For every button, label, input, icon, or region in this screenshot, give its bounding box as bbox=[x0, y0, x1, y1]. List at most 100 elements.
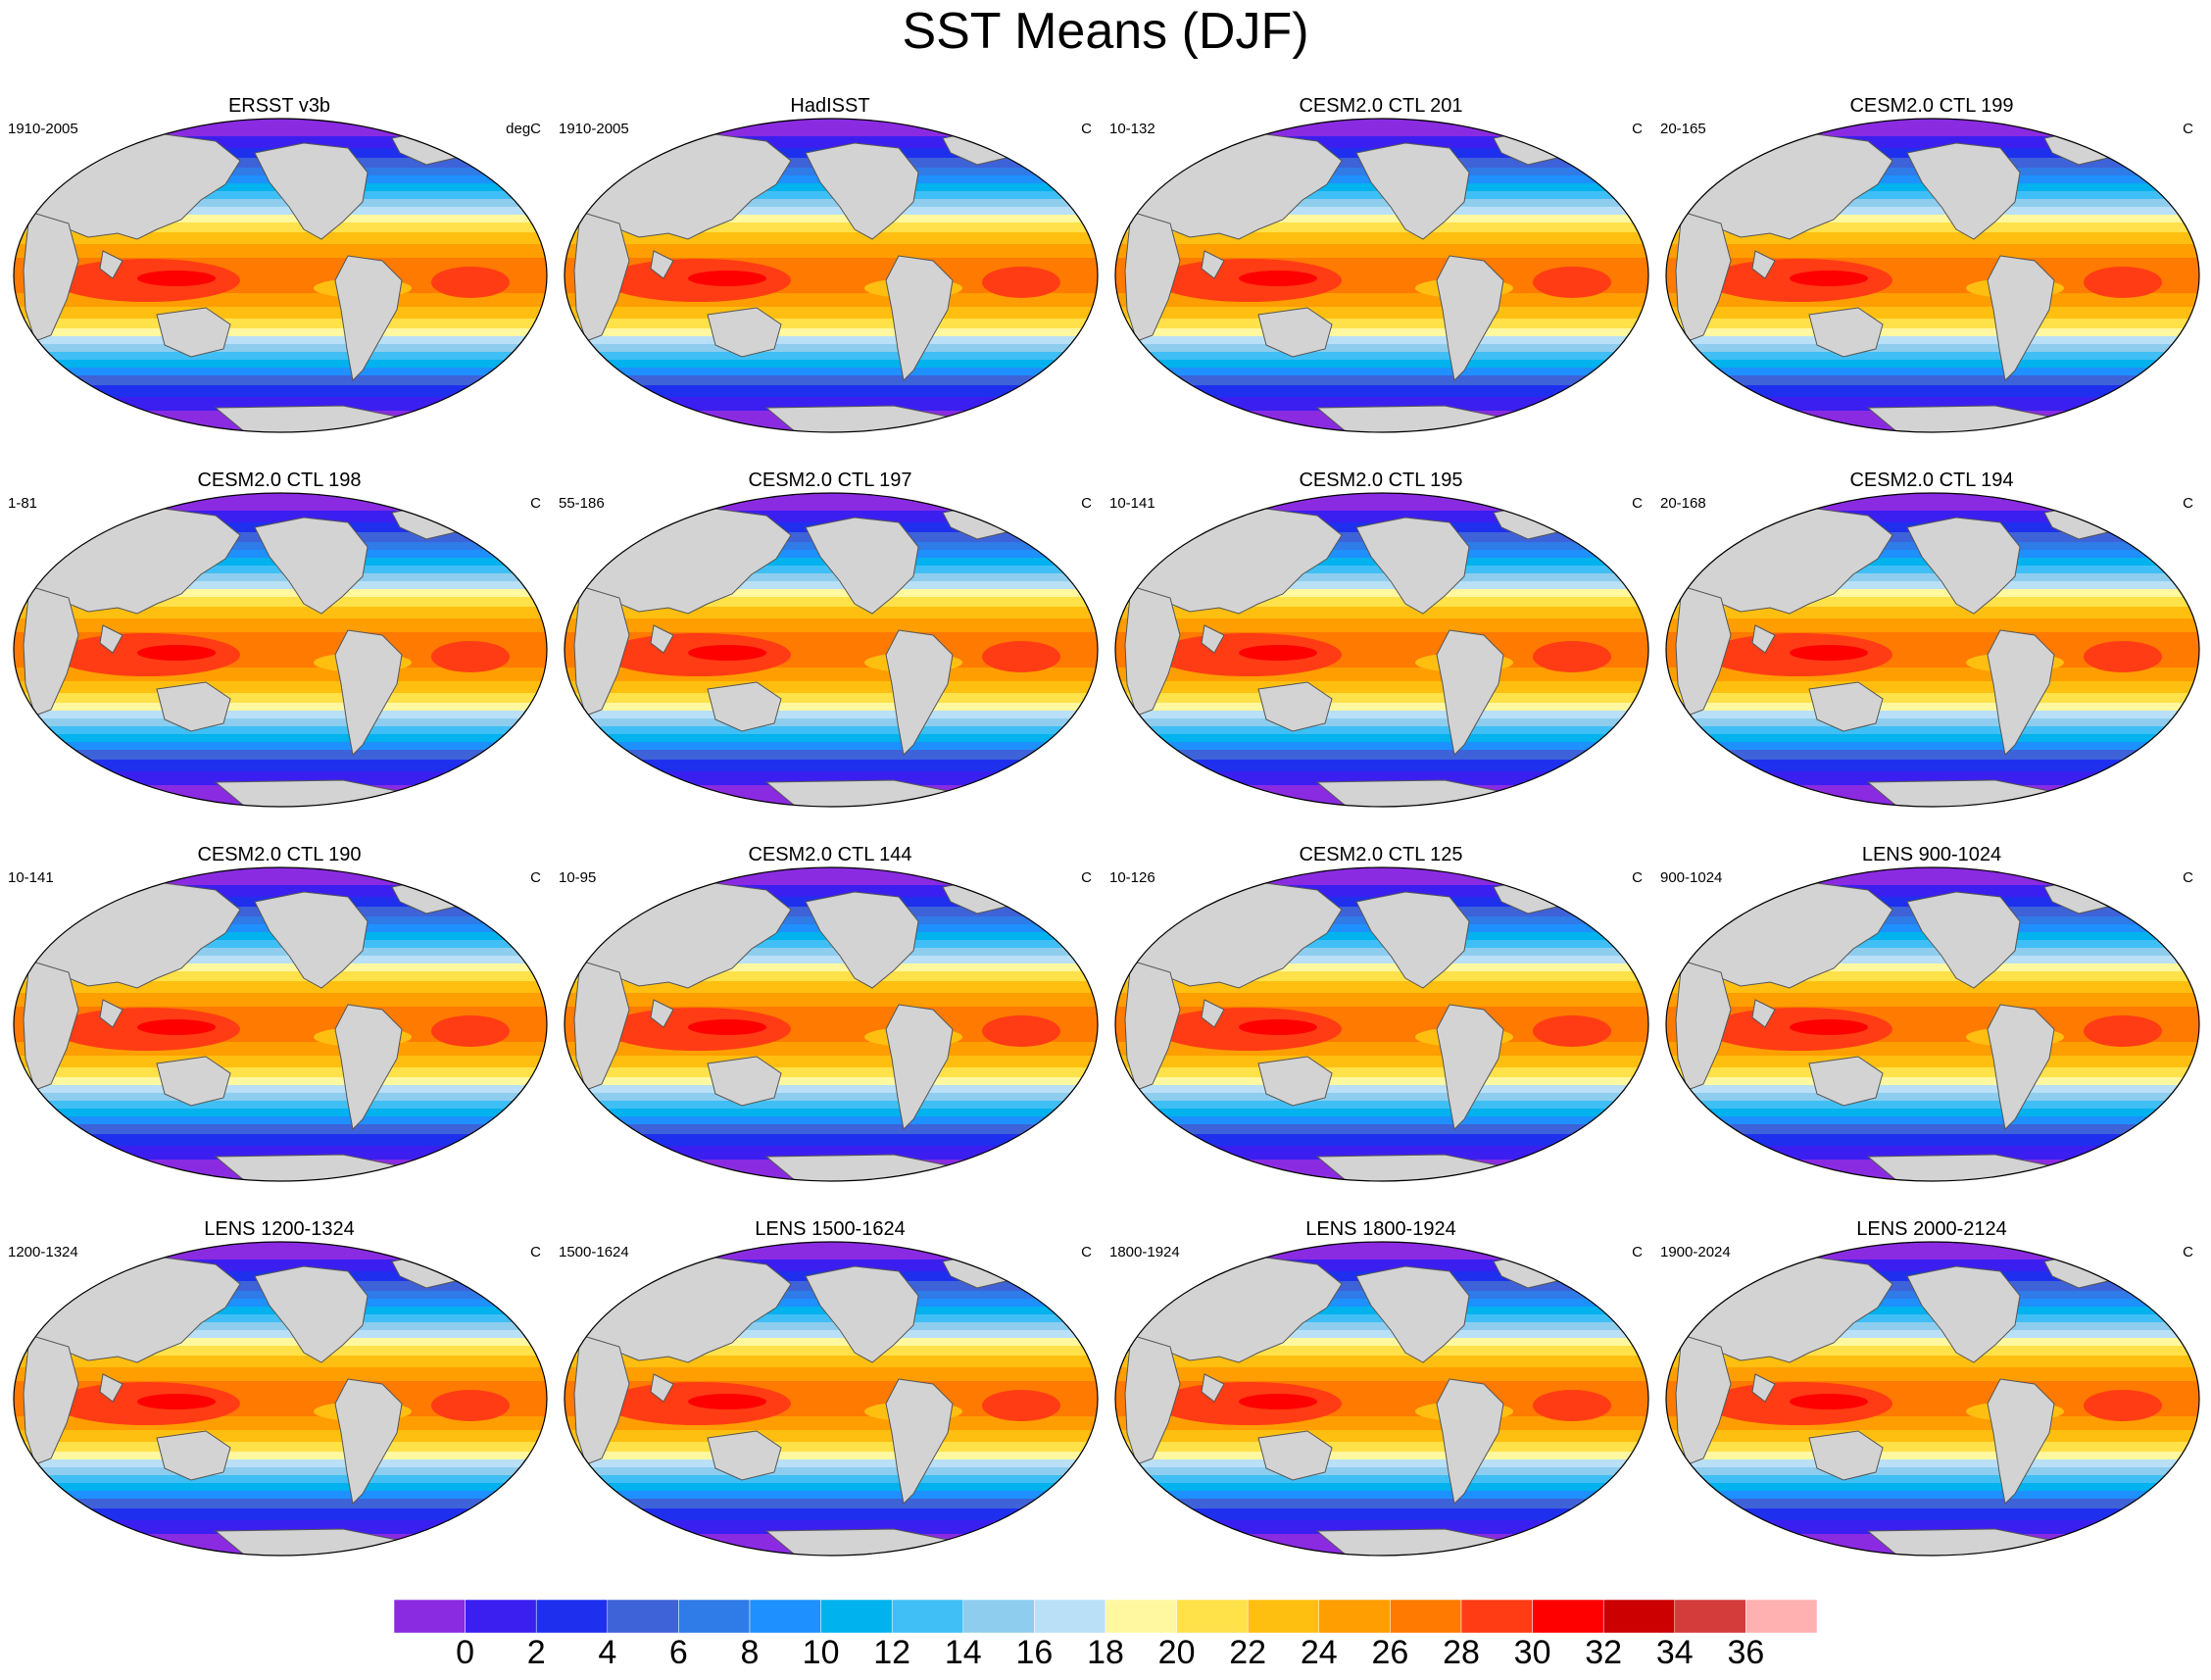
panel-units: C bbox=[1081, 869, 1092, 886]
panel-years: 1900-2024 bbox=[1660, 1244, 1731, 1260]
panel-years: 10-141 bbox=[1109, 495, 1155, 512]
colorbar-swatch bbox=[1674, 1600, 1746, 1633]
colorbar-tick-label: 14 bbox=[944, 1634, 982, 1671]
panel-units: C bbox=[1081, 1244, 1092, 1260]
map-panel: ERSST v3b 1910-2005 degC bbox=[4, 94, 555, 442]
panel-units: C bbox=[1632, 869, 1643, 886]
sst-map bbox=[1114, 118, 1649, 433]
colorbar-swatch bbox=[1105, 1600, 1177, 1633]
panel-years: 1910-2005 bbox=[8, 121, 78, 137]
colorbar-tick-label: 30 bbox=[1513, 1634, 1551, 1671]
panel-units: C bbox=[2183, 1244, 2193, 1260]
colorbar-tick-label: 2 bbox=[526, 1634, 546, 1671]
colorbar-swatch bbox=[607, 1600, 679, 1633]
panel-title: CESM2.0 CTL 201 bbox=[1299, 95, 1463, 117]
panel-years: 1800-1924 bbox=[1109, 1244, 1180, 1260]
map-panel: LENS 1200-1324 1200-1324 C bbox=[4, 1217, 555, 1565]
panel-title: LENS 1200-1324 bbox=[204, 1218, 355, 1240]
panel-title: CESM2.0 CTL 125 bbox=[1299, 844, 1463, 865]
sst-map bbox=[564, 1241, 1099, 1556]
sst-map bbox=[1665, 1241, 2200, 1556]
colorbar-tick-label: 24 bbox=[1300, 1634, 1338, 1671]
panel-units: C bbox=[530, 495, 541, 512]
panel-years: 10-141 bbox=[8, 869, 54, 886]
colorbar-swatch bbox=[891, 1600, 964, 1633]
sst-map bbox=[13, 492, 548, 808]
colorbar-swatch bbox=[535, 1600, 609, 1633]
panel-units: C bbox=[1081, 495, 1092, 512]
panel-units: C bbox=[2183, 121, 2193, 137]
map-panel: CESM2.0 CTL 144 10-95 C bbox=[555, 843, 1106, 1191]
colorbar-swatch bbox=[749, 1600, 821, 1633]
sst-map bbox=[564, 866, 1099, 1182]
panel-units: degC bbox=[506, 121, 541, 137]
colorbar bbox=[394, 1600, 1817, 1633]
map-panel: LENS 2000-2124 1900-2024 C bbox=[1656, 1217, 2207, 1565]
panel-title: CESM2.0 CTL 144 bbox=[748, 844, 912, 865]
panel-years: 10-95 bbox=[559, 869, 597, 886]
panel-title: HadISST bbox=[790, 95, 870, 117]
colorbar-swatch bbox=[465, 1600, 537, 1633]
colorbar-tick-label: 36 bbox=[1727, 1634, 1765, 1671]
map-panel: HadISST 1910-2005 C bbox=[555, 94, 1106, 442]
colorbar-tick-label: 34 bbox=[1655, 1634, 1694, 1671]
colorbar-swatch bbox=[1532, 1600, 1604, 1633]
colorbar-swatch bbox=[1460, 1600, 1533, 1633]
colorbar-swatch bbox=[1602, 1600, 1676, 1633]
colorbar-tick-label: 16 bbox=[1015, 1634, 1054, 1671]
sst-map bbox=[564, 118, 1099, 433]
panel-title: LENS 1500-1624 bbox=[755, 1218, 906, 1240]
sst-map bbox=[13, 1241, 548, 1556]
panel-years: 1910-2005 bbox=[559, 121, 629, 137]
panel-title: CESM2.0 CTL 199 bbox=[1849, 95, 2014, 117]
panel-title: CESM2.0 CTL 194 bbox=[1849, 469, 2014, 491]
panel-title: CESM2.0 CTL 195 bbox=[1299, 469, 1463, 491]
sst-map bbox=[1665, 866, 2200, 1182]
colorbar-swatch bbox=[678, 1600, 751, 1633]
colorbar-swatch bbox=[1318, 1600, 1391, 1633]
colorbar-swatch bbox=[1034, 1600, 1106, 1633]
sst-map bbox=[1665, 492, 2200, 808]
panel-title: CESM2.0 CTL 198 bbox=[197, 469, 362, 491]
panel-years: 900-1024 bbox=[1660, 869, 1723, 886]
colorbar-tick-label: 4 bbox=[598, 1634, 617, 1671]
colorbar-tick-label: 10 bbox=[802, 1634, 840, 1671]
sst-map bbox=[564, 492, 1099, 808]
panel-units: C bbox=[1632, 495, 1643, 512]
colorbar-tick-label: 22 bbox=[1229, 1634, 1267, 1671]
colorbar-swatch bbox=[394, 1600, 466, 1633]
colorbar-swatch bbox=[962, 1600, 1035, 1633]
colorbar-tick-label: 26 bbox=[1371, 1634, 1409, 1671]
colorbar-swatch bbox=[820, 1600, 893, 1633]
panel-title: LENS 2000-2124 bbox=[1856, 1218, 2007, 1240]
colorbar-tick-label: 28 bbox=[1443, 1634, 1480, 1671]
colorbar-tick-label: 6 bbox=[668, 1634, 688, 1671]
map-panel: LENS 900-1024 900-1024 C bbox=[1656, 843, 2207, 1191]
panel-years: 10-132 bbox=[1109, 121, 1155, 137]
panel-units: C bbox=[1632, 1244, 1643, 1260]
colorbar-tick-label: 8 bbox=[740, 1634, 760, 1671]
map-panel: CESM2.0 CTL 125 10-126 C bbox=[1106, 843, 1656, 1191]
colorbar-swatch bbox=[1176, 1600, 1249, 1633]
panel-units: C bbox=[2183, 495, 2193, 512]
map-panel: LENS 1800-1924 1800-1924 C bbox=[1106, 1217, 1656, 1565]
map-panel: CESM2.0 CTL 195 10-141 C bbox=[1106, 469, 1656, 816]
panel-years: 1-81 bbox=[8, 495, 38, 512]
figure-title: SST Means (DJF) bbox=[902, 3, 1309, 60]
panel-units: C bbox=[530, 1244, 541, 1260]
colorbar-tick-label: 32 bbox=[1585, 1634, 1623, 1671]
panel-title: LENS 1800-1924 bbox=[1305, 1218, 1456, 1240]
map-panel: CESM2.0 CTL 198 1-81 C bbox=[4, 469, 555, 816]
panel-years: 1500-1624 bbox=[559, 1244, 629, 1260]
colorbar-swatch bbox=[1745, 1600, 1817, 1633]
panel-units: C bbox=[1081, 121, 1092, 137]
sst-map bbox=[1665, 118, 2200, 433]
panel-years: 1200-1324 bbox=[8, 1244, 78, 1260]
map-panel: CESM2.0 CTL 194 20-168 C bbox=[1656, 469, 2207, 816]
panel-title: CESM2.0 CTL 190 bbox=[197, 844, 362, 865]
sst-map bbox=[1114, 866, 1649, 1182]
sst-map bbox=[1114, 492, 1649, 808]
panel-years: 10-126 bbox=[1109, 869, 1155, 886]
colorbar-swatch bbox=[1247, 1600, 1320, 1633]
sst-map bbox=[1114, 1241, 1649, 1556]
